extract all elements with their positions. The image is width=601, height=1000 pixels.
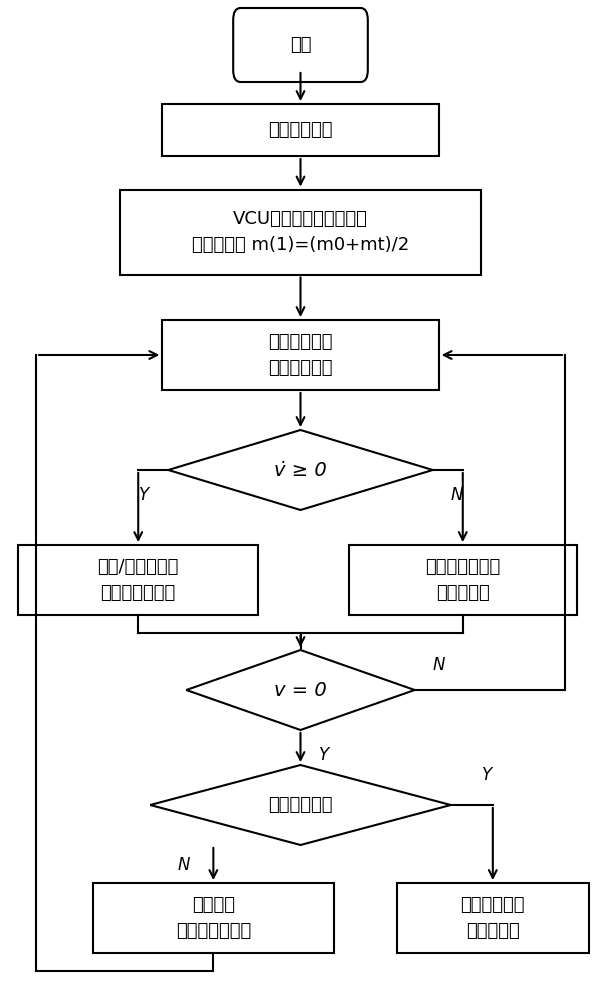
Bar [162, 320, 439, 390]
Text: 制动过程道路阻
力估计模块: 制动过程道路阻 力估计模块 [425, 558, 501, 602]
Text: N: N [451, 486, 463, 504]
Bar [397, 883, 589, 953]
Polygon shape [168, 430, 433, 510]
Text: 起步过程质量
估计计算模块: 起步过程质量 估计计算模块 [268, 333, 333, 377]
Polygon shape [186, 650, 415, 730]
Text: 启动开关打开: 启动开关打开 [268, 121, 333, 139]
Text: v = 0: v = 0 [274, 680, 327, 700]
Text: 开始: 开始 [290, 36, 311, 54]
Bar [120, 190, 481, 274]
Bar [162, 104, 439, 156]
Bar [18, 545, 258, 615]
Bar [93, 883, 334, 953]
Text: N: N [433, 656, 445, 674]
Text: 停车，参数估
计程序终止: 停车，参数估 计程序终止 [460, 896, 525, 940]
Text: Y: Y [139, 486, 149, 504]
Text: 临时停车
质量重新赋初值: 临时停车 质量重新赋初值 [175, 896, 251, 940]
Text: v̇ ≥ 0: v̇ ≥ 0 [274, 460, 327, 480]
Text: VCU上电、自检、初始化
质量赋初值 m(1)=(m0+mt)/2: VCU上电、自检、初始化 质量赋初值 m(1)=(m0+mt)/2 [192, 210, 409, 254]
Polygon shape [150, 765, 451, 845]
Text: 匀速/加速过程道
路阻力估计模块: 匀速/加速过程道 路阻力估计模块 [97, 558, 179, 602]
Text: Y: Y [319, 746, 329, 764]
FancyBboxPatch shape [233, 8, 368, 82]
Bar [349, 545, 577, 615]
Text: Y: Y [482, 766, 492, 784]
Text: 启动开关关闭: 启动开关关闭 [268, 796, 333, 814]
Text: N: N [177, 856, 189, 874]
